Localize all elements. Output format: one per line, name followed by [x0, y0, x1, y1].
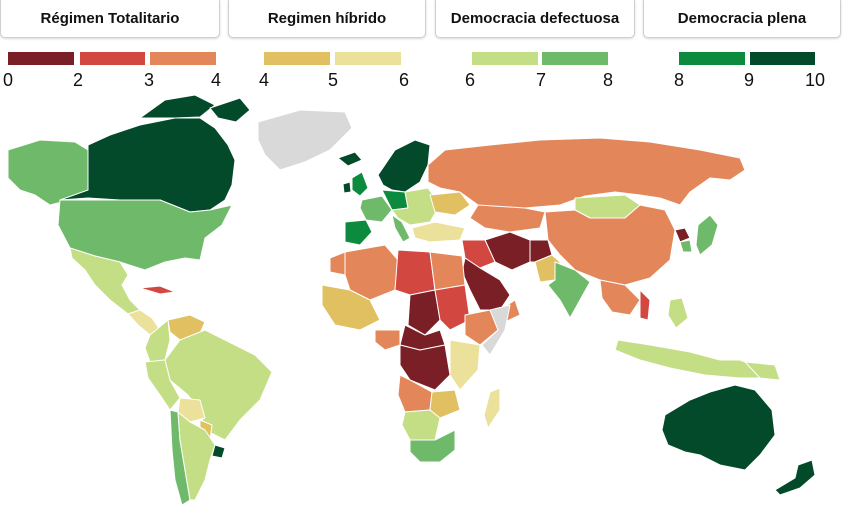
country-new-zealand[interactable] — [774, 459, 816, 496]
country-argentina[interactable] — [177, 411, 216, 501]
country-uk[interactable] — [351, 171, 369, 197]
country-north-korea[interactable] — [674, 227, 691, 243]
legend-swatch-6-7 — [472, 52, 538, 65]
category-flawed-democracy-label: Democracia defectuosa — [450, 10, 620, 27]
country-uruguay[interactable] — [211, 444, 226, 459]
country-sudan[interactable] — [434, 284, 471, 331]
country-italy[interactable] — [391, 214, 411, 243]
country-scandinavia[interactable] — [377, 139, 431, 193]
country-brazil[interactable] — [164, 329, 273, 441]
country-zambia-region[interactable] — [429, 389, 461, 419]
country-drc[interactable] — [399, 344, 451, 391]
category-hybrid-label: Regimen híbrido — [267, 10, 387, 27]
country-libya[interactable] — [394, 249, 436, 296]
country-india[interactable] — [547, 261, 591, 319]
legend-tick: 3 — [143, 70, 155, 90]
legend-tick: 4 — [258, 70, 270, 90]
country-south-korea[interactable] — [679, 239, 693, 253]
country-kazakhstan[interactable] — [469, 204, 546, 233]
legend-tick: 7 — [535, 70, 547, 90]
country-ukraine[interactable] — [429, 191, 471, 216]
country-south-africa[interactable] — [409, 429, 456, 463]
legend-swatch-4-5 — [264, 52, 330, 65]
country-australia[interactable] — [661, 384, 776, 471]
category-hybrid[interactable]: Regimen híbrido — [228, 0, 426, 38]
country-iran[interactable] — [484, 231, 531, 271]
country-iberia[interactable] — [344, 219, 373, 246]
country-southeast-asia[interactable] — [599, 279, 641, 316]
country-eastern-europe[interactable] — [391, 187, 441, 226]
category-full-democracy[interactable]: Democracia plena — [643, 0, 841, 38]
legend-tick: 10 — [804, 70, 826, 90]
country-somalia[interactable] — [481, 304, 511, 356]
legend-swatch-0-2 — [8, 52, 74, 65]
legend-swatch-2-3 — [80, 52, 145, 65]
country-cuba[interactable] — [139, 285, 176, 295]
legend-swatch-9-10 — [750, 52, 815, 65]
country-algeria[interactable] — [344, 244, 399, 301]
country-greenland[interactable] — [257, 109, 353, 171]
legend-tick: 9 — [743, 70, 755, 90]
country-ethiopia[interactable] — [464, 309, 499, 346]
legend-tick: 6 — [398, 70, 410, 90]
legend-tick: 8 — [673, 70, 685, 90]
legend-swatch-8-9 — [679, 52, 745, 65]
country-cameroon-region[interactable] — [374, 329, 401, 351]
category-flawed-democracy[interactable]: Democracia defectuosa — [435, 0, 635, 38]
country-philippines[interactable] — [667, 297, 689, 329]
legend-swatch-7-8 — [542, 52, 608, 65]
country-canada[interactable] — [59, 117, 236, 213]
country-vietnam[interactable] — [639, 289, 651, 321]
legend-tick: 8 — [602, 70, 614, 90]
legend-tick: 0 — [2, 70, 14, 90]
country-east-africa[interactable] — [449, 339, 481, 391]
country-papua[interactable] — [744, 361, 781, 381]
legend-tick: 2 — [72, 70, 84, 90]
country-bolivia[interactable] — [177, 397, 206, 423]
legend-tick: 4 — [210, 70, 222, 90]
country-canada-islands[interactable] — [209, 97, 251, 123]
category-totalitarian-label: Régimen Totalitario — [40, 10, 180, 27]
country-japan[interactable] — [695, 214, 719, 256]
country-madagascar[interactable] — [483, 387, 501, 429]
country-iceland[interactable] — [337, 151, 363, 167]
country-china[interactable] — [544, 204, 676, 286]
country-egypt[interactable] — [429, 251, 466, 291]
country-chad[interactable] — [407, 289, 441, 336]
country-peru[interactable] — [144, 359, 181, 411]
country-indonesia[interactable] — [614, 339, 771, 379]
country-ireland[interactable] — [342, 181, 352, 194]
country-namibia-botswana[interactable] — [401, 409, 441, 441]
legend-tick: 5 — [327, 70, 339, 90]
country-canada-islands[interactable] — [139, 94, 216, 119]
country-turkey[interactable] — [411, 221, 466, 243]
category-totalitarian[interactable]: Régimen Totalitario — [0, 0, 220, 38]
legend-swatch-3-4 — [150, 52, 216, 65]
legend-swatch-5-6 — [335, 52, 401, 65]
country-france[interactable] — [359, 195, 393, 223]
legend-tick: 6 — [464, 70, 476, 90]
country-west-africa[interactable] — [321, 284, 381, 331]
category-full-democracy-label: Democracia plena — [677, 10, 807, 27]
